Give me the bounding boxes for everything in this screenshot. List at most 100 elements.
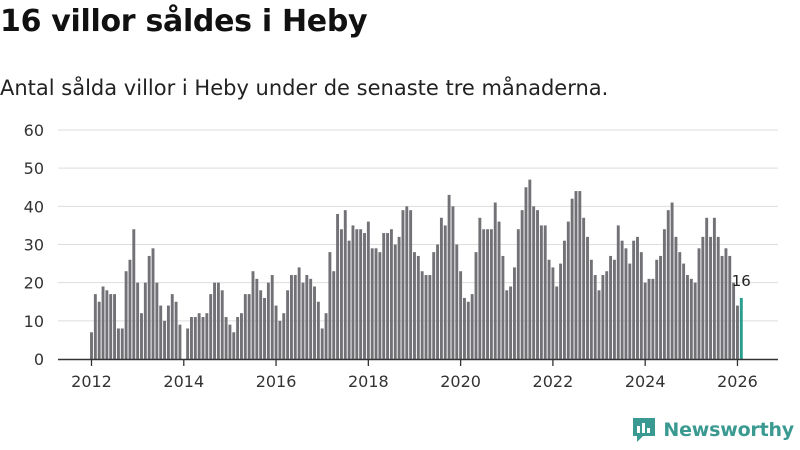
bar <box>247 294 251 359</box>
highlight-value-label: 16 <box>732 272 751 290</box>
bar <box>436 244 439 359</box>
bar <box>274 305 278 359</box>
bar <box>140 313 143 359</box>
bar <box>505 290 509 359</box>
bar <box>482 229 486 359</box>
bar <box>593 275 597 359</box>
bar <box>466 301 470 359</box>
bar <box>220 290 224 359</box>
bar <box>655 259 659 359</box>
bar <box>605 271 609 359</box>
bar <box>124 271 128 359</box>
bar <box>282 313 286 359</box>
bar <box>616 225 620 359</box>
bar <box>178 324 182 359</box>
bar <box>662 229 666 359</box>
bar <box>105 290 109 359</box>
bar <box>528 179 532 359</box>
bar <box>216 282 220 359</box>
bar <box>286 290 290 359</box>
bar <box>666 210 670 359</box>
bar <box>232 332 236 359</box>
bar <box>320 328 324 359</box>
bar <box>513 267 516 359</box>
bar <box>674 236 678 359</box>
bar <box>359 229 363 359</box>
bar <box>532 206 536 359</box>
bar <box>309 278 313 359</box>
bar <box>586 236 589 359</box>
bar <box>163 320 167 359</box>
bar <box>128 259 132 359</box>
bar <box>151 248 155 359</box>
bar <box>259 290 263 359</box>
bar <box>582 217 586 359</box>
bar <box>497 221 501 359</box>
bar <box>393 244 397 359</box>
bar <box>236 317 240 359</box>
bar <box>647 278 651 359</box>
bar <box>689 278 693 359</box>
bar <box>643 282 647 359</box>
bar <box>389 229 393 359</box>
bar <box>736 305 739 359</box>
bar <box>574 191 578 359</box>
newsworthy-logo-text: Newsworthy <box>663 419 794 441</box>
bar <box>682 263 686 359</box>
bar <box>251 271 255 359</box>
bar <box>478 217 482 359</box>
bar <box>493 202 497 359</box>
bar <box>570 198 574 359</box>
bar <box>270 275 274 359</box>
bar <box>413 252 416 359</box>
bar <box>351 225 355 359</box>
bar <box>489 229 493 359</box>
bar <box>597 290 601 359</box>
bar <box>539 225 543 359</box>
bar <box>332 271 336 359</box>
bar <box>363 233 366 359</box>
bar <box>293 275 297 359</box>
bar <box>559 263 563 359</box>
bar <box>451 206 455 359</box>
bar <box>659 255 663 359</box>
y-tick-label: 60 <box>24 121 44 140</box>
bar <box>409 210 413 359</box>
bar <box>316 301 320 359</box>
bar <box>697 248 701 359</box>
bar <box>524 187 528 359</box>
bar <box>720 255 724 359</box>
bar <box>213 282 216 359</box>
bar <box>186 328 190 359</box>
bar <box>620 240 624 359</box>
bar <box>624 248 628 359</box>
newsworthy-logo: Newsworthy <box>631 416 794 444</box>
bar <box>197 313 201 359</box>
x-tick-label: 2012 <box>71 372 112 391</box>
bar <box>693 282 697 359</box>
y-tick-label: 30 <box>24 236 44 255</box>
x-tick-label: 2026 <box>717 372 758 391</box>
bar <box>420 271 424 359</box>
bar <box>612 259 616 359</box>
bar <box>547 259 551 359</box>
bar <box>113 294 117 359</box>
bar <box>374 248 378 359</box>
bar <box>328 252 332 359</box>
x-tick-label: 2022 <box>533 372 574 391</box>
bar <box>382 233 386 359</box>
bar <box>443 225 447 359</box>
bar <box>428 275 432 359</box>
bar <box>143 282 147 359</box>
bar <box>209 294 213 359</box>
bar <box>562 240 566 359</box>
bar <box>405 206 409 359</box>
bar <box>459 271 463 359</box>
bar <box>93 294 97 359</box>
bar <box>324 313 328 359</box>
bar <box>455 244 459 359</box>
bar <box>132 229 136 359</box>
chart-subtitle: Antal sålda villor i Heby under de senas… <box>0 76 609 100</box>
bar <box>97 301 101 359</box>
bar <box>651 278 655 359</box>
